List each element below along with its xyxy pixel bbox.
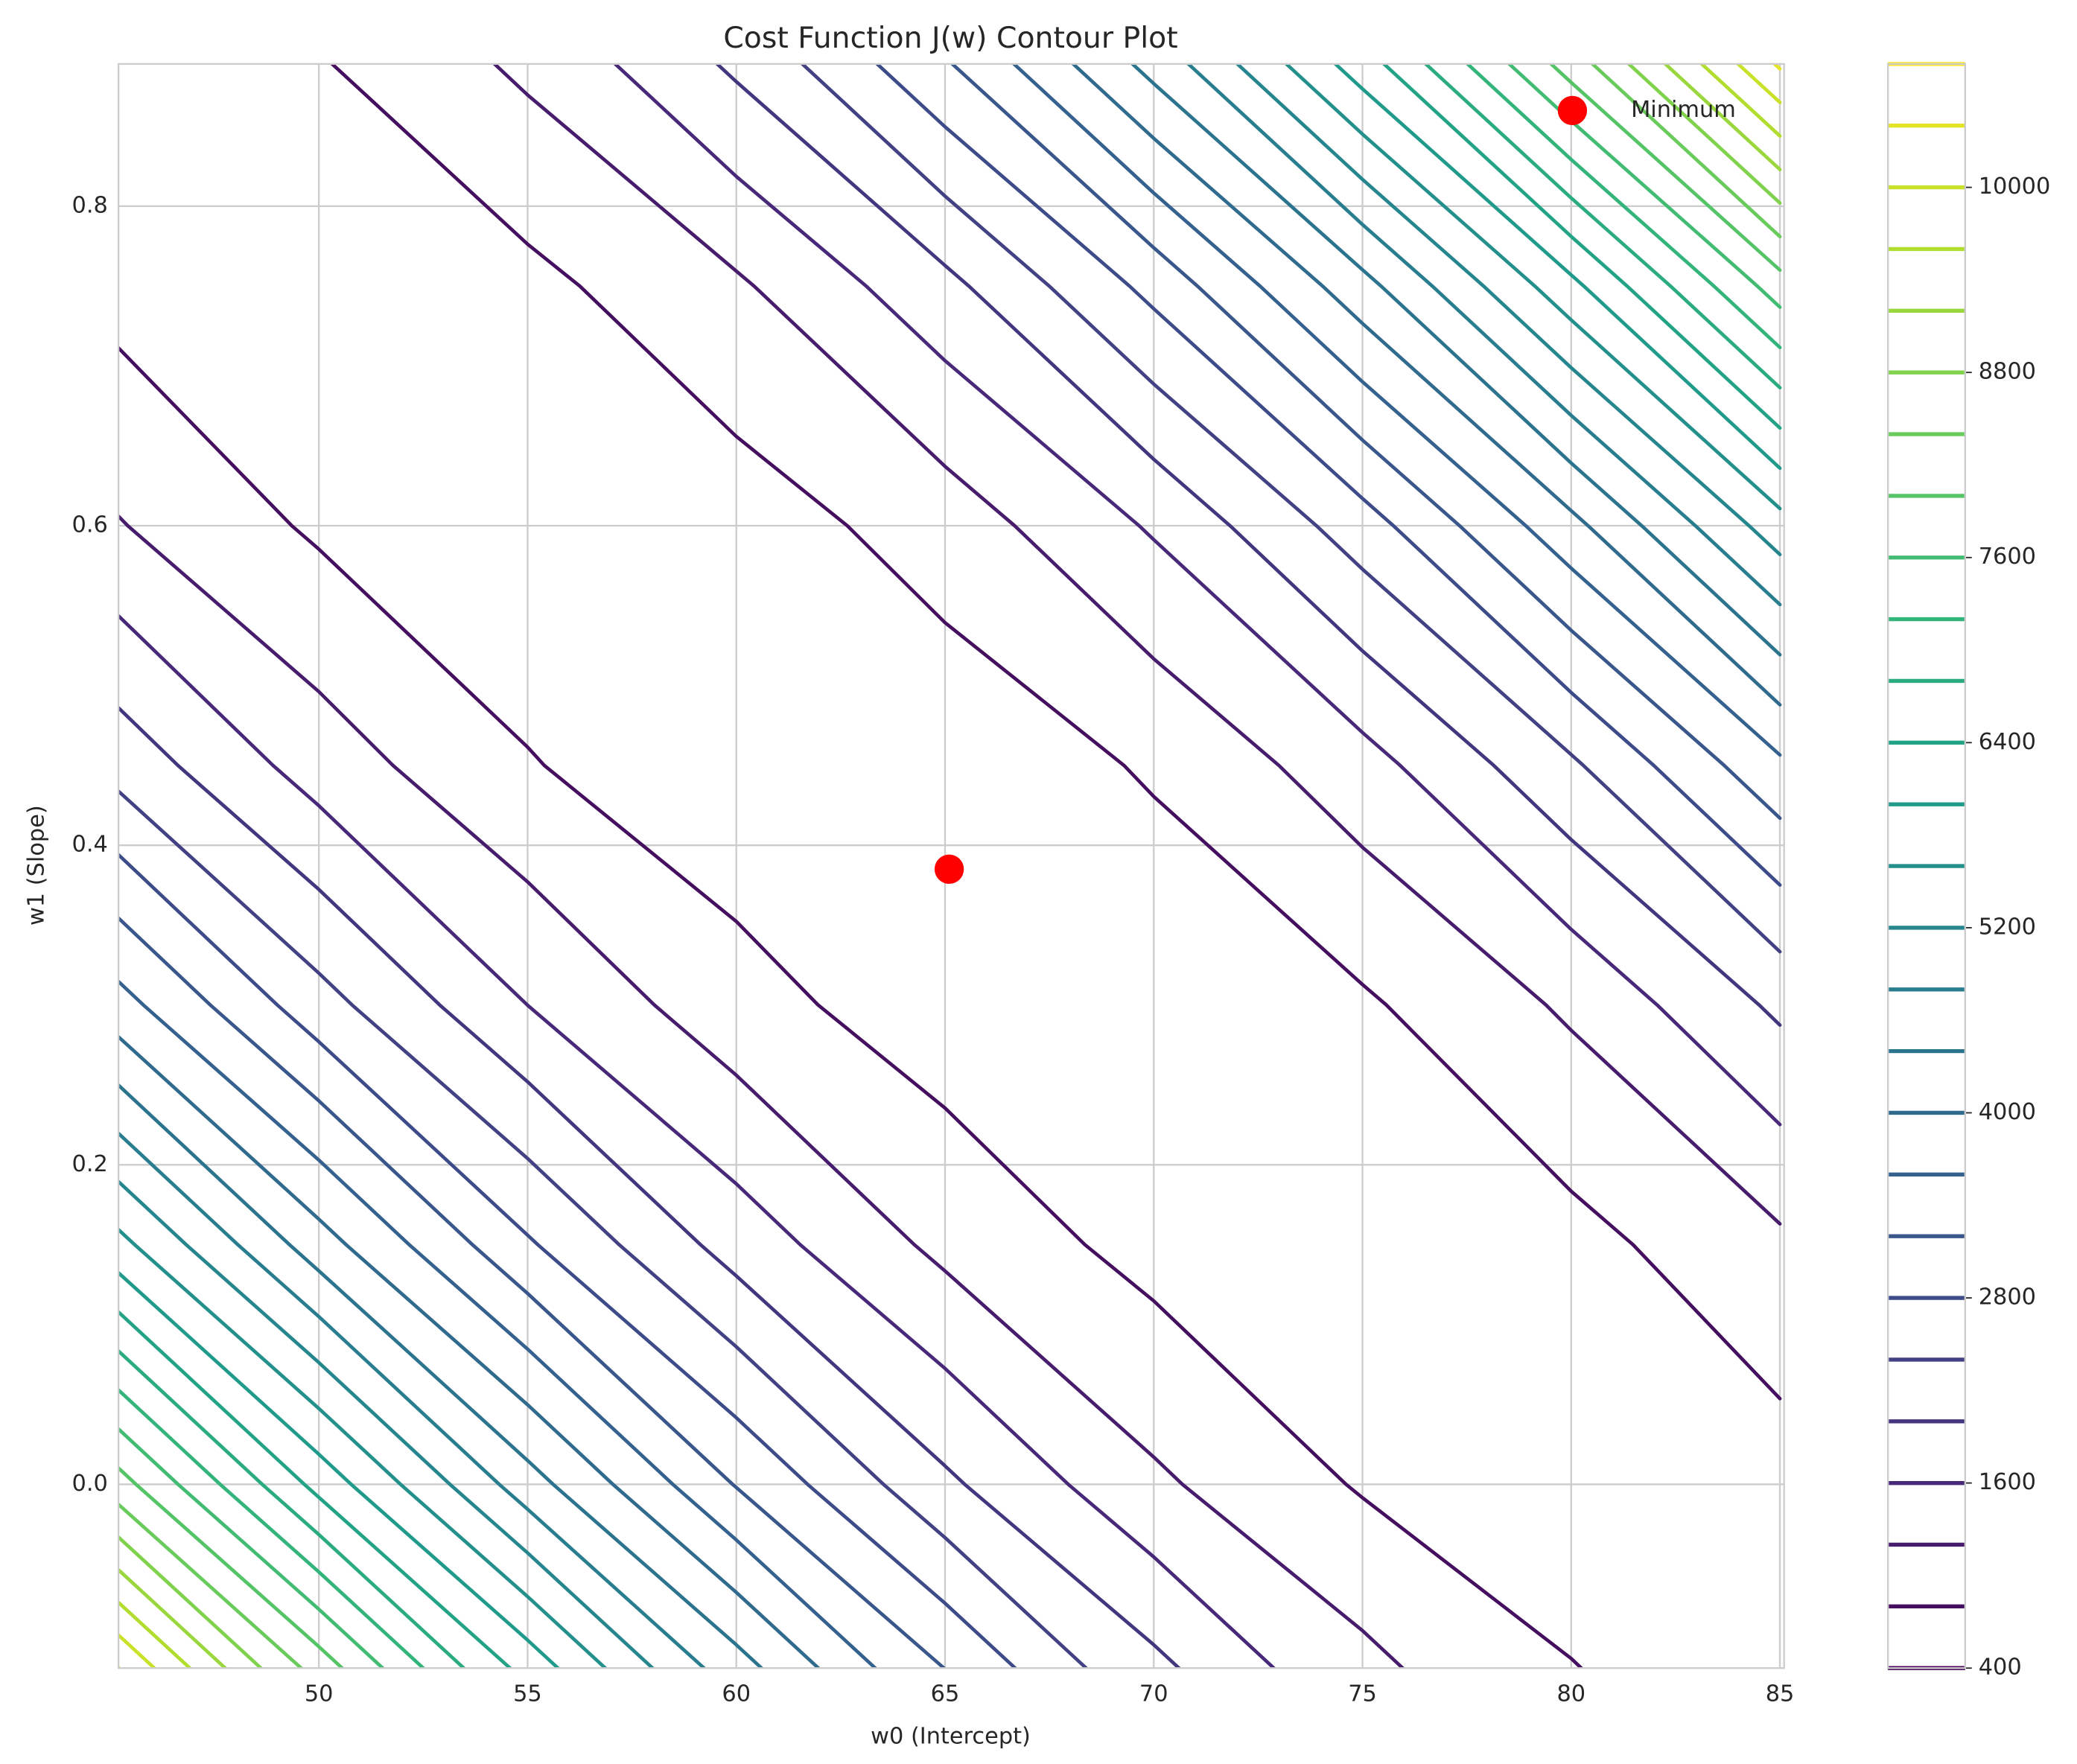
contour-line [118, 63, 1782, 1669]
colorbar-tick-label: 400 [1979, 1655, 2022, 1681]
contour-line [118, 63, 1782, 1669]
y-tick-label: 0.8 [72, 192, 108, 218]
grid [118, 63, 1784, 1669]
x-tick-label: 75 [1348, 1681, 1377, 1707]
legend-marker [1557, 95, 1588, 126]
contour-line [118, 63, 1782, 1669]
x-tick-label: 85 [1766, 1681, 1795, 1707]
contour-line [118, 63, 1782, 1669]
contour-line [118, 63, 1782, 1669]
contour-line [118, 63, 1782, 1669]
contour-line [118, 63, 1782, 1669]
contours [118, 63, 1782, 1669]
x-tick-label: 65 [931, 1681, 960, 1707]
contour-line [118, 63, 1782, 1669]
colorbar-tick-label: 7600 [1979, 544, 2036, 570]
x-tick-label: 55 [513, 1681, 542, 1707]
contour-line [118, 63, 1782, 1669]
colorbar-frame [1886, 63, 1966, 1669]
colorbar-tick-label: 2800 [1979, 1284, 2036, 1311]
legend-label: Minimum [1631, 97, 1736, 123]
contour-line [118, 63, 1782, 1669]
contour-line [118, 63, 1782, 1669]
y-tick-label: 0.2 [72, 1151, 108, 1177]
colorbar-tick-label: 6400 [1979, 729, 2036, 755]
y-tick-label: 0.0 [72, 1471, 108, 1497]
contour-line [118, 63, 1782, 1669]
contour-line [118, 63, 1782, 1669]
x-axis-label: w0 (Intercept) [871, 1724, 1031, 1750]
contour-line [118, 63, 1782, 1669]
contour-line [118, 63, 1782, 1669]
colorbar-tick-label: 4000 [1979, 1099, 2036, 1125]
y-tick-label: 0.4 [72, 832, 108, 858]
contour-line [118, 63, 1782, 1669]
y-tick-label: 0.6 [72, 512, 108, 538]
contour-line [118, 63, 1782, 1669]
x-tick-label: 70 [1139, 1681, 1168, 1707]
colorbar-tick-label: 10000 [1979, 173, 2051, 200]
colorbar-tick-label: 8800 [1979, 359, 2036, 385]
contour-line [118, 63, 1782, 1669]
chart-title: Cost Function J(w) Contour Plot [723, 21, 1177, 55]
contour-line [118, 63, 1782, 1669]
minimum-point [934, 854, 964, 885]
plot-frame [117, 63, 1785, 1669]
colorbar-tick-label: 5200 [1979, 914, 2036, 940]
contour-line [118, 63, 1782, 1669]
x-tick-label: 80 [1556, 1681, 1585, 1707]
contour-line [118, 63, 1782, 1669]
x-tick-label: 60 [722, 1681, 751, 1707]
contour-line [118, 63, 1782, 1669]
contour-line [118, 63, 1782, 1669]
x-tick-label: 50 [305, 1681, 334, 1707]
y-axis-label: w1 (Slope) [24, 805, 50, 926]
colorbar-tick-label: 1600 [1979, 1469, 2036, 1495]
